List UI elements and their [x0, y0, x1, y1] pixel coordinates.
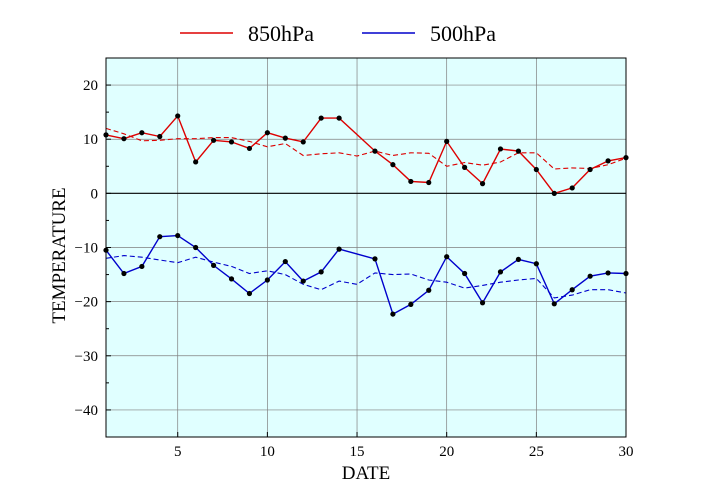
data-point: [605, 158, 611, 164]
data-point: [533, 261, 539, 267]
data-point: [408, 178, 414, 185]
x-tick-label: 5: [174, 444, 182, 460]
data-point: [246, 290, 253, 297]
data-point: [210, 262, 217, 268]
data-point: [300, 278, 306, 284]
y-tick-label: −30: [75, 349, 98, 365]
data-point: [408, 301, 414, 307]
x-tick-label: 25: [529, 444, 544, 460]
data-point: [479, 300, 486, 306]
data-point: [210, 137, 217, 143]
data-point: [318, 269, 324, 275]
y-tick-label: −40: [75, 403, 98, 419]
data-point: [264, 277, 270, 283]
data-point: [228, 276, 235, 282]
data-point: [175, 232, 181, 239]
series-layer: [103, 113, 629, 317]
x-tick-label: 20: [439, 444, 454, 460]
data-point: [336, 115, 342, 121]
data-point: [175, 113, 181, 119]
data-point: [533, 166, 539, 173]
data-point: [426, 287, 432, 293]
data-point: [462, 164, 468, 170]
y-tick-label: 20: [83, 78, 98, 94]
data-point: [372, 256, 378, 262]
data-point: [390, 311, 396, 317]
data-point: [444, 138, 450, 144]
data-point: [246, 145, 253, 152]
data-point: [318, 115, 324, 121]
data-point: [121, 270, 127, 277]
data-point: [282, 135, 288, 141]
legend-label: 500hPa: [430, 21, 496, 46]
x-tick-label: 10: [260, 444, 275, 460]
y-tick-label: −10: [75, 241, 98, 257]
data-point: [300, 139, 306, 145]
data-point: [390, 162, 396, 168]
data-point: [282, 258, 288, 265]
y-tick-label: −20: [75, 295, 98, 311]
data-point: [444, 254, 450, 260]
data-point: [569, 185, 575, 191]
data-point: [515, 148, 522, 154]
legend-label: 850hPa: [248, 21, 314, 46]
series-line-3-dashed: [105, 255, 627, 299]
data-point: [462, 270, 468, 277]
data-point: [605, 270, 611, 276]
data-point: [139, 263, 145, 270]
data-point: [193, 159, 199, 165]
data-point: [426, 179, 432, 186]
y-axis-title: TEMPERATURE: [49, 187, 70, 323]
data-point: [497, 269, 504, 275]
data-point: [551, 301, 557, 307]
data-point: [569, 287, 575, 293]
x-axis-title: DATE: [342, 463, 391, 484]
data-point: [497, 146, 504, 152]
data-point: [587, 273, 593, 279]
data-point: [587, 166, 593, 173]
data-point: [139, 130, 145, 136]
data-point: [121, 136, 127, 142]
x-tick-label: 15: [350, 444, 365, 460]
data-point: [157, 133, 163, 140]
data-point: [372, 148, 378, 154]
data-point: [336, 246, 342, 252]
data-point: [193, 244, 199, 251]
y-tick-label: 0: [91, 186, 99, 202]
data-point: [551, 190, 557, 196]
data-point: [515, 256, 522, 263]
data-point: [479, 181, 486, 187]
y-tick-label: 10: [83, 132, 98, 148]
series-line-1-dashed: [105, 127, 627, 170]
x-tick-label: 30: [619, 444, 634, 460]
data-point: [228, 139, 235, 145]
data-point: [157, 234, 163, 240]
ticks: 5 10 15 20 25 30 −40 −30 −20 −10 0 10 20: [75, 57, 634, 460]
legend: 850hPa 500hPa: [180, 21, 496, 46]
data-point: [264, 130, 270, 136]
